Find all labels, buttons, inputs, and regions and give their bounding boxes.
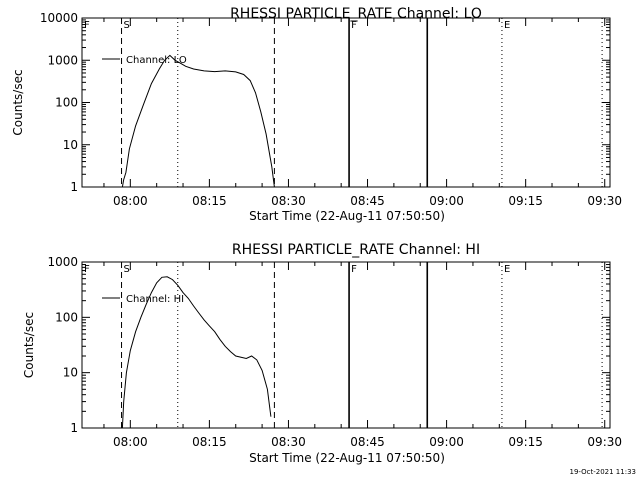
event-marker-label: F [84, 20, 90, 31]
event-marker-label: F [84, 264, 90, 275]
chart-panel-hi: RHESSI PARTICLE_RATE Channel: HI 1 10 100 10… [22, 242, 622, 465]
legend-label: Channel: HI [126, 294, 184, 305]
x-tick-label: 08:45 [350, 435, 385, 449]
y-tick-label: 100 [55, 96, 78, 110]
y-tick-label: 10000 [40, 11, 78, 25]
x-tick-label: 09:15 [508, 435, 543, 449]
plot-frame [81, 17, 611, 188]
y-tick-label: 10 [63, 138, 78, 152]
x-tick-label: 09:15 [508, 194, 543, 208]
x-tick-label: 08:00 [113, 435, 148, 449]
y-tick-label: 1 [70, 421, 78, 435]
x-tick-label: 09:00 [429, 435, 464, 449]
y-tick-label: 1000 [47, 53, 78, 67]
y-tick-label: 100 [55, 310, 78, 324]
x-tick-label: 08:30 [271, 194, 306, 208]
x-axis-label: Start Time (22-Aug-11 07:50:50) [249, 451, 445, 465]
plot-frame [81, 261, 611, 429]
chart-panel-lo: RHESSI PARTICLE_RATE Channel: LO11010010… [11, 6, 622, 223]
x-axis-label: Start Time (22-Aug-11 07:50:50) [249, 209, 445, 223]
x-tick-label: 08:45 [350, 194, 385, 208]
event-marker-label: E [504, 264, 510, 275]
y-axis-label: Counts/sec [11, 69, 25, 135]
x-tick-label: 08:15 [192, 194, 227, 208]
chart-title: RHESSI PARTICLE_RATE Channel: HI [232, 242, 480, 258]
data-series-line [121, 276, 272, 429]
x-tick-label: 09:30 [587, 435, 622, 449]
event-marker-label: F [351, 20, 357, 31]
event-marker-label: S [124, 264, 130, 275]
x-tick-label: 08:15 [192, 435, 227, 449]
x-tick-label: 08:30 [271, 435, 306, 449]
y-tick-label: 1000 [47, 255, 78, 269]
data-series-line [121, 54, 275, 188]
y-tick-label: 10 [63, 366, 78, 380]
x-tick-label: 08:00 [113, 194, 148, 208]
x-tick-label: 09:30 [587, 194, 622, 208]
event-marker-label: F [351, 264, 357, 275]
y-axis-label: Counts/sec [22, 312, 36, 378]
event-marker-label: E [504, 20, 510, 31]
y-tick-label: 1 [70, 180, 78, 194]
x-tick-label: 09:00 [429, 194, 464, 208]
legend-label: Channel: LO [126, 55, 187, 66]
event-marker-label: S [124, 20, 130, 31]
footer-timestamp: 19-Oct-2021 11:33 [570, 468, 636, 476]
